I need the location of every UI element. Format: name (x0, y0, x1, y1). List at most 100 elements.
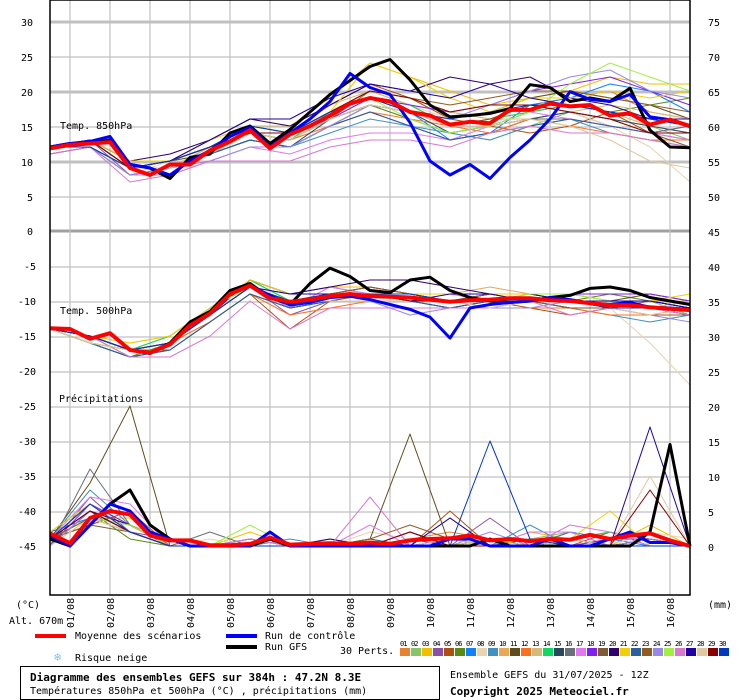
series-mean (49, 283, 691, 355)
pert-number: 11 (510, 640, 517, 648)
pert-number: 14 (543, 640, 550, 648)
pert-swatch (400, 648, 410, 656)
pert-number: 04 (433, 640, 440, 648)
pert-swatch (653, 648, 663, 656)
y-tick-left-bottom: -45 (18, 542, 36, 553)
pert-swatch (675, 648, 685, 656)
pert-number: 06 (455, 640, 462, 648)
x-tick-date: 02/08 (106, 598, 117, 628)
y-tick-right-top: 50 (708, 193, 720, 204)
y-tick-left-top: 5 (27, 193, 33, 204)
pert-swatch (477, 648, 487, 656)
y-tick-left-top: 10 (21, 158, 33, 169)
y-tick-left-bottom: -5 (24, 262, 36, 273)
legend-gfs-label: Run GFS (265, 642, 308, 653)
pert-swatch (510, 648, 520, 656)
pert-number: 10 (499, 640, 506, 648)
x-tick-date: 12/08 (506, 598, 517, 628)
y-tick-right-top: 70 (708, 53, 720, 64)
y-tick-left-bottom: -15 (18, 332, 36, 343)
right-unit-label: (mm) (708, 600, 733, 611)
series-mean (49, 96, 691, 177)
run-info: Ensemble GEFS du 31/07/2025 - 12Z (450, 670, 649, 681)
pert-swatch (543, 648, 553, 656)
series-pert-03 (49, 62, 690, 169)
y-tick-right-top: 55 (708, 158, 720, 169)
pert-number: 22 (631, 640, 638, 648)
legend-control-swatch (226, 634, 257, 638)
y-tick-right-bottom: 30 (708, 333, 720, 344)
legend-perts-label: 30 Perts. (340, 646, 395, 657)
pert-swatch (708, 648, 718, 656)
series-pert-26 (49, 300, 691, 358)
y-tick-left-bottom: -40 (18, 507, 36, 518)
pert-swatch (411, 648, 421, 656)
y-tick-right-bottom: 5 (708, 508, 714, 519)
perturbation-numbers: 01 02 03 04 05 06 07 08 09 10 11 12 13 14 15 16 17 18 19 20… (400, 638, 730, 650)
pert-number: 19 (598, 640, 605, 648)
y-tick-left-bottom: -30 (18, 437, 36, 448)
y-tick-left-top: 0 (27, 227, 33, 238)
y-tick-left-bottom: -20 (18, 367, 36, 378)
y-tick-right-bottom: 40 (708, 263, 720, 274)
y-tick-left-bottom: -10 (18, 297, 36, 308)
snowflake-icon: ❄ (54, 650, 62, 664)
x-tick-date: 06/08 (266, 598, 277, 628)
pert-number: 03 (422, 640, 429, 648)
pert-number: 13 (532, 640, 539, 648)
x-tick-date: 15/08 (626, 598, 637, 628)
diagram-subtitle: Températures 850hPa et 500hPa (°C) , pré… (30, 686, 368, 697)
x-tick-date: 07/08 (306, 598, 317, 628)
series-layer (49, 58, 692, 548)
y-tick-left-bottom: -35 (18, 472, 36, 483)
x-tick-date: 05/08 (226, 598, 237, 628)
x-tick-date: 13/08 (546, 598, 557, 628)
pert-number: 16 (565, 640, 572, 648)
pert-number: 23 (642, 640, 649, 648)
x-tick-date: 03/08 (146, 598, 157, 628)
pert-number: 02 (411, 640, 418, 648)
pert-number: 15 (554, 640, 561, 648)
pert-number: 29 (708, 640, 715, 648)
pert-swatch (455, 648, 465, 656)
panel-label-500: Temp. 500hPa (60, 306, 133, 317)
x-tick-date: 10/08 (426, 598, 437, 628)
pert-swatch (719, 648, 729, 656)
pert-swatch (565, 648, 575, 656)
pert-number: 20 (609, 640, 616, 648)
y-tick-right-bottom: 10 (708, 473, 720, 484)
pert-number: 24 (653, 640, 660, 648)
legend-mean-swatch (35, 634, 66, 638)
x-tick-date: 11/08 (466, 598, 477, 628)
y-tick-right-bottom: 45 (708, 228, 720, 239)
y-tick-left-top: 20 (21, 88, 33, 99)
pert-number: 26 (675, 640, 682, 648)
y-tick-right-bottom: 20 (708, 403, 720, 414)
pert-number: 12 (521, 640, 528, 648)
pert-swatch (664, 648, 674, 656)
left-unit-label: (°C) (16, 600, 41, 611)
pert-swatch (521, 648, 531, 656)
pert-swatch (444, 648, 454, 656)
pert-swatch (598, 648, 608, 656)
pert-number: 30 (719, 640, 726, 648)
pert-swatch (631, 648, 641, 656)
pert-swatch (686, 648, 696, 656)
y-tick-right-top: 75 (708, 18, 720, 29)
panel-label-precip: Précipitations (59, 394, 144, 405)
pert-swatch (554, 648, 564, 656)
panel-label-850: Temp. 850hPa (60, 121, 133, 132)
pert-number: 18 (587, 640, 594, 648)
series-pert-25 (49, 62, 691, 169)
pert-number: 08 (477, 640, 484, 648)
pert-swatch (609, 648, 619, 656)
pert-swatch (642, 648, 652, 656)
info-box: Diagramme des ensembles GEFS sur 384h : … (20, 666, 440, 700)
diagram-title: Diagramme des ensembles GEFS sur 384h : … (30, 671, 362, 684)
pert-swatch (697, 648, 707, 656)
y-tick-right-bottom: 25 (708, 368, 720, 379)
pert-swatch (576, 648, 586, 656)
y-tick-left-top: 30 (21, 18, 33, 29)
pert-number: 07 (466, 640, 473, 648)
x-tick-date: 09/08 (386, 598, 397, 628)
